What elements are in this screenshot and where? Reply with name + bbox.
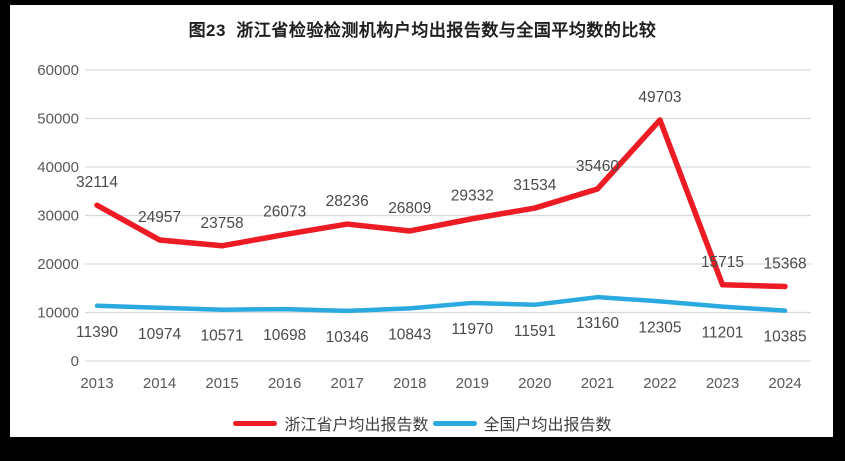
legend-label-national: 全国户均出报告数 — [483, 417, 612, 434]
y-tick-label: 50000 — [37, 111, 79, 128]
data-label-1: 10698 — [263, 327, 306, 344]
data-label-1: 11970 — [451, 321, 493, 338]
data-label-0: 31534 — [513, 177, 556, 194]
y-tick-label: 20000 — [37, 256, 79, 273]
x-tick-label: 2018 — [393, 375, 426, 392]
data-label-0: 35460 — [576, 158, 619, 175]
y-tick-label: 10000 — [37, 305, 79, 322]
data-label-0: 26809 — [388, 200, 431, 217]
x-tick-label: 2017 — [331, 375, 364, 392]
data-label-1: 10346 — [326, 329, 369, 346]
x-tick-label: 2013 — [80, 375, 113, 392]
x-tick-label: 2014 — [143, 375, 176, 392]
legend-label-zhejiang: 浙江省户均出报告数 — [284, 417, 429, 434]
data-label-1: 13160 — [576, 315, 619, 332]
legend: 浙江省户均出报告数 全国户均出报告数 — [0, 411, 845, 435]
x-tick-label: 2015 — [205, 375, 238, 392]
y-tick-label: 30000 — [37, 208, 79, 225]
data-label-0: 24957 — [138, 209, 181, 226]
data-label-1: 11201 — [702, 325, 744, 342]
data-label-1: 11591 — [514, 323, 556, 340]
data-label-1: 10843 — [388, 326, 431, 343]
data-label-1: 10385 — [763, 329, 806, 346]
data-label-0: 32114 — [76, 174, 118, 191]
chart-title: 图23 浙江省检验检测机构户均出报告数与全国平均数的比较 — [188, 21, 657, 40]
data-label-0: 23758 — [201, 215, 244, 232]
x-tick-label: 2022 — [643, 375, 676, 392]
data-label-1: 10571 — [201, 328, 244, 345]
y-tick-label: 40000 — [37, 159, 79, 176]
data-label-0: 49703 — [638, 89, 681, 106]
x-tick-label: 2019 — [456, 375, 489, 392]
series-line-0 — [94, 117, 788, 290]
y-tick-label: 0 — [71, 353, 79, 370]
legend-item-national: 全国户均出报告数 — [432, 411, 612, 435]
data-label-0: 26073 — [263, 204, 306, 221]
legend-item-zhejiang: 浙江省户均出报告数 — [233, 411, 429, 435]
data-label-0: 29332 — [451, 188, 494, 205]
y-tick-label: 60000 — [37, 62, 79, 79]
x-tick-label: 2016 — [268, 375, 301, 392]
data-label-0: 28236 — [326, 193, 369, 210]
data-label-1: 11390 — [76, 324, 118, 341]
data-label-0: 15715 — [701, 254, 744, 271]
legend-swatch-national-icon — [432, 420, 477, 426]
data-label-1: 10974 — [138, 326, 181, 343]
data-label-0: 15368 — [763, 255, 806, 272]
x-tick-label: 2020 — [518, 375, 551, 392]
x-tick-label: 2021 — [581, 375, 614, 392]
data-label-1: 12305 — [638, 319, 681, 336]
legend-swatch-zhejiang-icon — [233, 420, 278, 426]
x-tick-label: 2023 — [706, 375, 739, 392]
series-line-1 — [94, 294, 788, 314]
x-tick-label: 2024 — [768, 375, 801, 392]
